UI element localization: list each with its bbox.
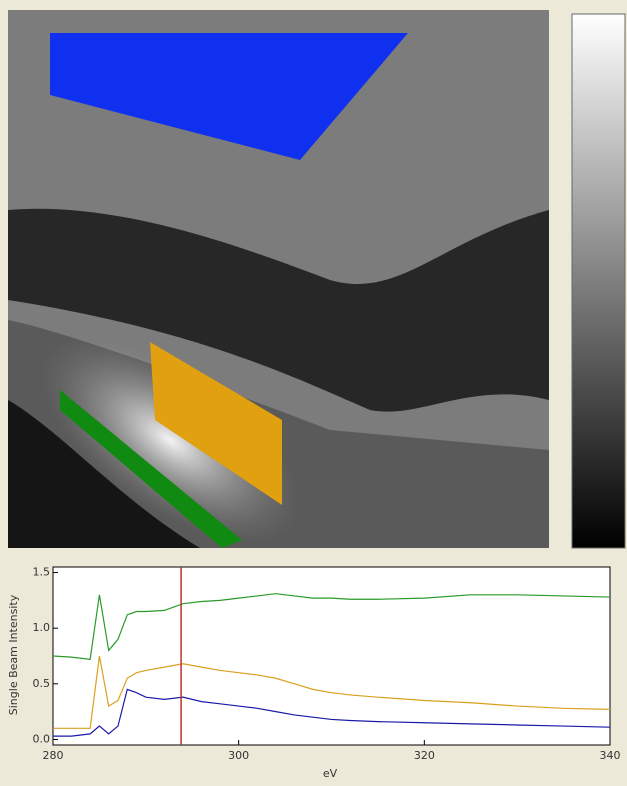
y-tick-label: 1.5 xyxy=(33,566,51,579)
series-line xyxy=(52,593,611,661)
dark-region xyxy=(8,208,549,412)
x-axis-label: eV xyxy=(323,767,338,780)
x-tick-label: 320 xyxy=(414,749,435,762)
plot xyxy=(52,566,611,746)
image-view[interactable] xyxy=(7,10,549,583)
roi-orange[interactable] xyxy=(150,342,282,505)
series-line xyxy=(53,688,611,737)
bright-region xyxy=(40,336,300,544)
y-tick-label: 0.0 xyxy=(33,732,51,745)
colorbar xyxy=(571,13,626,549)
plot-area xyxy=(52,566,611,746)
roi-green[interactable] xyxy=(60,390,242,548)
x-tick-label: 300 xyxy=(228,749,249,762)
x-tick-label: 340 xyxy=(600,749,621,762)
y-axis-label: Single Beam Intensity xyxy=(7,594,20,715)
y-tick-label: 0.5 xyxy=(33,677,51,690)
x-tick-label: 280 xyxy=(43,749,64,762)
dark-corner xyxy=(8,400,200,548)
y-tick-label: 1.0 xyxy=(33,621,51,634)
roi-blue[interactable] xyxy=(50,33,408,160)
series-line xyxy=(53,655,611,729)
